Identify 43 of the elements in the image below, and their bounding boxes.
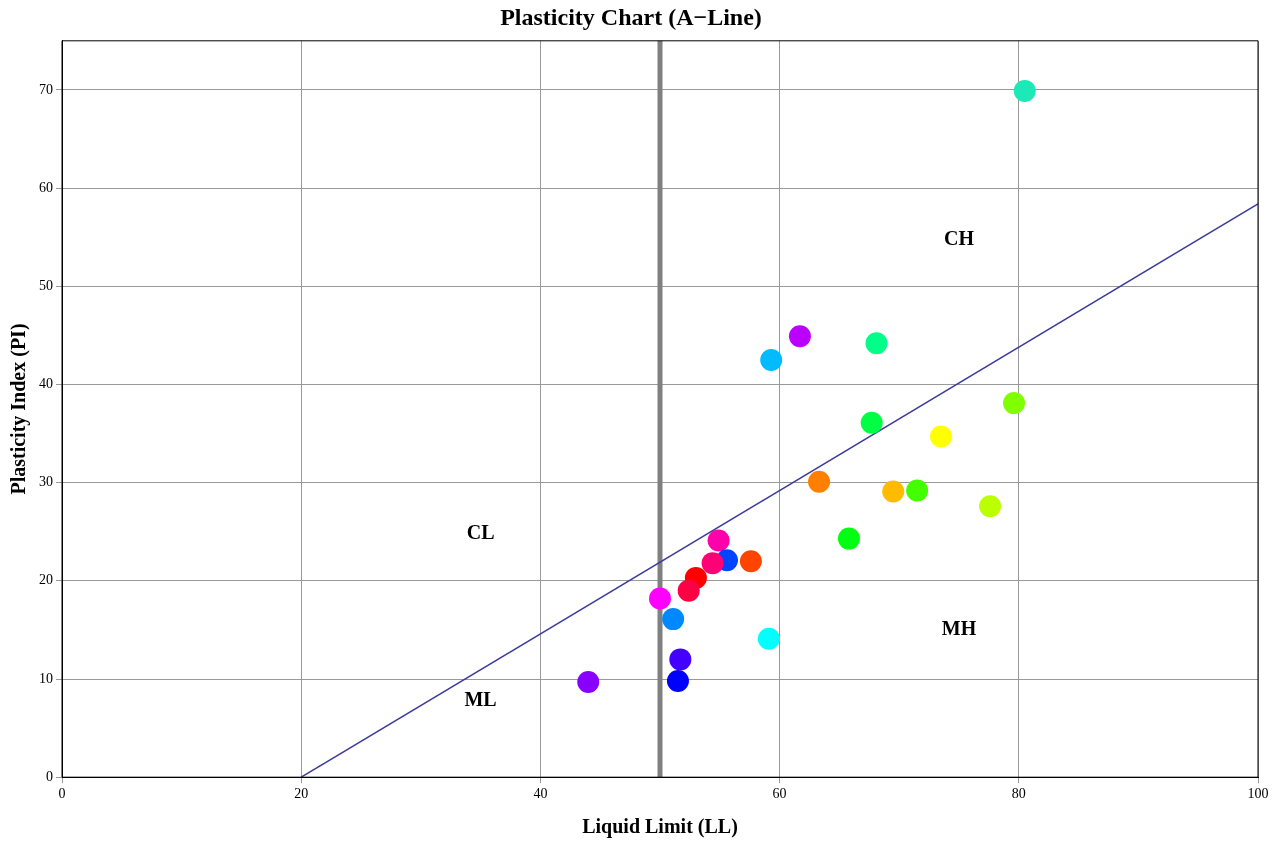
annotation: ML: [464, 687, 497, 710]
y-tick-label: 60: [39, 179, 53, 195]
y-tick-label: 40: [39, 376, 53, 392]
annotation: CH: [944, 226, 975, 249]
y-tick-label: 70: [39, 81, 53, 97]
point: [1013, 79, 1036, 102]
x-tick-label: 100: [1247, 786, 1269, 802]
annotation: CL: [466, 521, 495, 544]
y-axis-title: Plasticity Index (PI): [7, 323, 31, 495]
point: [577, 670, 600, 693]
point: [788, 325, 811, 348]
point: [666, 669, 689, 692]
x-axis-title: Liquid Limit (LL): [582, 815, 738, 839]
x-tick-label: 20: [294, 786, 309, 802]
point: [860, 411, 883, 434]
y-tick-label: 20: [39, 572, 53, 588]
point: [669, 648, 692, 671]
annotation: MH: [941, 617, 977, 640]
y-tick-label: 10: [39, 670, 53, 686]
point: [979, 495, 1002, 518]
point: [662, 608, 685, 631]
point: [1003, 392, 1026, 415]
point: [837, 527, 860, 550]
x-tick-label: 0: [58, 786, 66, 802]
point: [882, 480, 905, 503]
point: [739, 550, 762, 573]
x-tick-label: 60: [772, 786, 787, 802]
point: [760, 348, 783, 371]
point: [906, 479, 929, 502]
x-tick-label: 80: [1011, 786, 1026, 802]
y-tick-label: 0: [46, 768, 53, 784]
point: [649, 587, 671, 610]
point: [677, 579, 700, 602]
y-tick-label: 50: [39, 277, 53, 293]
y-tick-label: 30: [39, 474, 53, 490]
point: [808, 470, 831, 493]
point: [757, 627, 780, 650]
point: [707, 529, 730, 552]
point: [701, 552, 724, 575]
point: [930, 425, 953, 448]
chart-title: Plasticity Chart (A−Line): [500, 3, 762, 30]
point: [865, 332, 888, 355]
x-tick-label: 40: [533, 786, 548, 802]
